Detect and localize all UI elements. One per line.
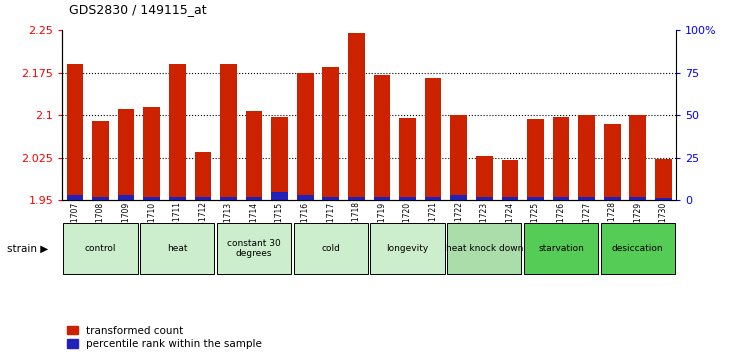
Bar [143, 196, 160, 200]
Bar [553, 117, 569, 200]
Bar [501, 160, 518, 200]
Bar [629, 196, 646, 200]
Bar [501, 196, 518, 200]
Bar [118, 109, 135, 200]
Bar [348, 196, 365, 200]
Bar [450, 115, 467, 200]
Bar [194, 196, 211, 200]
Bar [92, 196, 109, 200]
FancyBboxPatch shape [601, 223, 675, 274]
FancyBboxPatch shape [371, 223, 444, 274]
Bar [169, 64, 186, 200]
Bar [655, 198, 672, 200]
Bar [374, 196, 390, 200]
Bar [220, 196, 237, 200]
Text: desiccation: desiccation [612, 244, 664, 253]
Bar [527, 119, 544, 200]
FancyBboxPatch shape [217, 223, 291, 274]
Bar [194, 152, 211, 200]
FancyBboxPatch shape [64, 223, 137, 274]
Bar [578, 196, 595, 200]
Bar [374, 75, 390, 200]
Bar [348, 33, 365, 200]
Text: control: control [85, 244, 116, 253]
Text: constant 30
degrees: constant 30 degrees [227, 239, 281, 258]
Bar [271, 117, 288, 200]
Bar [92, 121, 109, 200]
Bar [67, 195, 83, 200]
Bar [604, 196, 621, 200]
Bar [246, 196, 262, 200]
Bar [118, 195, 135, 200]
Bar [527, 196, 544, 200]
Text: heat knock down: heat knock down [446, 244, 523, 253]
Bar [450, 195, 467, 200]
Bar [425, 78, 442, 200]
Text: longevity: longevity [387, 244, 428, 253]
Bar [220, 64, 237, 200]
Bar [143, 107, 160, 200]
Bar [655, 159, 672, 200]
Bar [169, 196, 186, 200]
Bar [629, 115, 646, 200]
Text: GDS2830 / 149115_at: GDS2830 / 149115_at [69, 3, 207, 16]
Bar [322, 67, 339, 200]
Bar [399, 118, 416, 200]
Text: starvation: starvation [538, 244, 584, 253]
Bar [271, 192, 288, 200]
Bar [67, 64, 83, 200]
Bar [297, 195, 314, 200]
Text: cold: cold [322, 244, 340, 253]
Bar [425, 196, 442, 200]
Bar [476, 196, 493, 200]
Bar [553, 196, 569, 200]
Bar [476, 156, 493, 200]
Text: strain ▶: strain ▶ [7, 244, 48, 254]
FancyBboxPatch shape [294, 223, 368, 274]
Bar [399, 196, 416, 200]
FancyBboxPatch shape [140, 223, 214, 274]
Bar [322, 196, 339, 200]
Bar [246, 111, 262, 200]
Legend: transformed count, percentile rank within the sample: transformed count, percentile rank withi… [67, 326, 262, 349]
Text: heat: heat [167, 244, 188, 253]
Bar [297, 73, 314, 200]
FancyBboxPatch shape [447, 223, 521, 274]
Bar [604, 124, 621, 200]
FancyBboxPatch shape [524, 223, 598, 274]
Bar [578, 115, 595, 200]
